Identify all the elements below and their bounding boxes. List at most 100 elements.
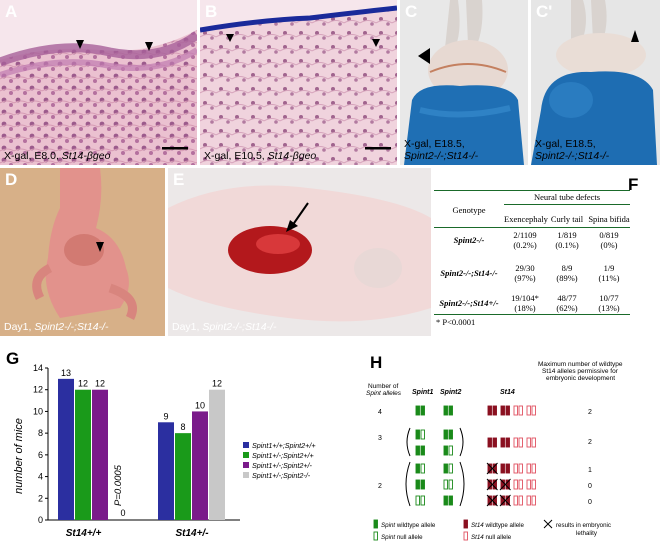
st14-allele [505,479,510,490]
st14-allele [492,405,497,416]
panel-b-image [200,0,397,165]
arrow-icon [286,220,298,232]
spint-allele [415,429,420,440]
spint-allele [448,495,453,506]
st14-allele [492,495,497,506]
st14-null-allele [531,437,536,448]
y-axis-title: number of mice [13,418,25,494]
bar-value-label: 8 [180,422,185,432]
st14-allele [505,495,510,506]
table-cell: 1/9 (11%) [598,263,620,283]
panel-label-c: C [405,2,418,21]
bar [92,389,108,520]
st14-null-allele [513,463,518,474]
lethal-cross-icon [499,478,511,491]
st14-allele [492,463,497,474]
table-row-genotype: Spint2-/-;St14+/- [439,298,499,308]
st14-null-allele [518,437,523,448]
spint-allele [415,479,420,490]
panel-d-pup: D Day1, Spint2-/-;St14-/- [0,168,165,336]
table-cell: 0/819 (0%) [599,230,619,250]
y-tick-label: 2 [38,493,43,503]
legend-spint-wt: Spint wildtype allele [381,522,436,529]
h-row-max-wildtype: 1 [588,467,592,474]
st14-null-allele [513,405,518,416]
h-row-max-wildtype: 0 [588,499,592,506]
panel-c-prime-caption-2: Spint2-/-;St14-/- [535,150,610,162]
h-row-header-2: Spint alleles [366,390,402,397]
h-bracket [459,427,464,457]
legend-spint-null: Spint null allele [381,534,423,541]
panel-d-image [0,168,165,336]
y-tick-label: 6 [38,450,43,460]
legend-lethal-2: lethality [576,530,598,537]
panel-label-e: E [173,170,185,189]
st14-allele [505,437,510,448]
table-col-genotype: Genotype [452,205,486,215]
bar [209,389,225,520]
table-row-genotype: Spint2-/-;St14-/- [440,268,498,278]
panel-a-histology: A X-gal, E8.0, St14-βgeo [0,0,197,165]
y-tick-label: 14 [33,363,43,373]
lethal-cross-icon [486,462,498,475]
bar [58,378,74,520]
st14-null-allele [531,495,536,506]
arrowhead-icon [145,42,153,51]
table-cell: 1/819 (0.1%) [555,230,579,250]
h-bracket [459,461,465,507]
bar [158,422,174,520]
spint-allele [443,495,448,506]
panel-e-pup: E Day1, Spint2-/-;St14-/- [168,168,431,336]
st14-allele [500,479,505,490]
legend-label: Spint1+/-;Spint2+/- [252,461,313,470]
st14-allele [492,479,497,490]
st14-null-allele [531,479,536,490]
bar-value-label: 9 [163,411,168,421]
h-row-max-wildtype: 2 [588,409,592,416]
bar-value-label: 13 [61,368,71,378]
panel-label-f: F [628,175,639,194]
panel-c-prime-caption-1: X-gal, E18.5, [535,138,596,150]
panel-c-embryo: C X-gal, E18.5, Spint2-/-;St14-/- [400,0,528,165]
st14-allele [500,495,505,506]
legend-spint-null-icon [373,531,378,541]
lethal-cross-icon [499,494,511,507]
legend-st14-wt-icon [463,519,468,529]
table-cell: 8/9 (89%) [556,263,578,283]
bar [192,411,208,520]
spint-null-allele [443,479,448,490]
h-bracket [405,461,411,507]
y-tick-label: 12 [33,385,43,395]
legend-label: Spint1+/+;Spint2+/+ [252,441,316,450]
st14-null-allele [526,495,531,506]
legend-swatch [243,462,249,468]
spint-allele [420,405,425,416]
h-row-max-wildtype: 2 [588,439,592,446]
y-tick-label: 0 [38,515,43,525]
table-col-2: Spina bifida [588,214,630,224]
h-col-st14: St14 [500,389,515,396]
h-row-max-wildtype: 0 [588,483,592,490]
panel-e-caption: Day1, Spint2-/-;St14-/- [172,321,277,333]
h-row-allele-count: 3 [378,435,382,442]
spint-allele [443,405,448,416]
table-cell: 2/1109 (0.2%) [513,230,537,250]
panel-c-caption-2: Spint2-/-;St14-/- [404,150,479,162]
st14-null-allele [531,405,536,416]
spint-allele [443,445,448,456]
st14-null-allele [531,463,536,474]
legend-st14-wt: St14 wildtype allele [471,522,525,529]
h-max-header-3: embryonic development [546,375,615,382]
arrowhead-icon [226,34,234,42]
legend-swatch [243,472,249,478]
panel-a-image [0,0,197,165]
lethal-cross-icon [486,494,498,507]
bar [175,433,191,520]
table-cell: 19/104* (18%) [511,293,539,313]
st14-allele [487,437,492,448]
bar [75,389,91,520]
spint-allele [420,445,425,456]
x-group-label: St14+/- [175,528,209,539]
h-max-header-2: St14 alleles permissive for [542,368,619,375]
spint-null-allele [415,495,420,506]
